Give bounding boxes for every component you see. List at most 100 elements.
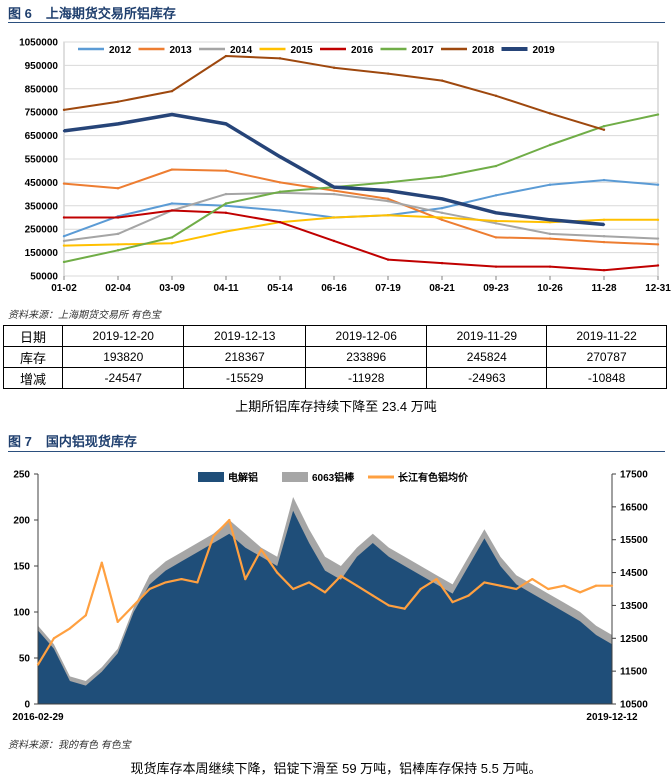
chart1-data-point [278,220,282,224]
chart1-data-point [494,164,498,168]
chart2-price-point [276,571,279,574]
figure2-title-text: 国内铝现货库存 [45,434,137,449]
table-cell: -10848 [546,367,667,389]
chart1-data-point [62,244,66,247]
chart1-data-point [224,192,228,196]
chart1-data-point [170,242,174,245]
chart1-data-point [278,209,282,212]
chart1-data-point [116,100,120,103]
chart2-right-tick-label: 15500 [620,535,648,546]
chart1-data-point [224,202,228,205]
chart2-price-point [419,587,422,591]
chart1-data-point [494,222,498,225]
chart1-data-point [602,218,606,222]
chart1-x-tick-label: 11-28 [591,283,616,294]
chart1-data-point [440,218,444,222]
table-cell: -11928 [304,367,428,389]
table-row: 增减 -24547 -15529 -11928 -24963 -10848 [3,367,667,389]
chart1-series-line-2019 [63,112,605,227]
figure2-number: 图 7 [8,434,32,449]
chart1-data-point [332,189,336,192]
table-header-label: 日期 [3,325,63,347]
figure1-rule [8,22,665,23]
chart2-price-point [387,604,390,607]
chart2-price-point [36,663,40,666]
chart2-price-point [164,581,167,584]
chart1-data-point [548,237,552,240]
table-cell: 193820 [61,346,185,368]
chart2-legend-swatch [282,472,308,482]
chart1-data-point [224,204,228,207]
chart1-data-point [440,206,444,210]
chart1-legend-label: 2019 [533,45,556,56]
chart1-data-point [602,235,606,238]
chart1-data-point [62,235,66,238]
chart1-data-point [170,202,174,205]
chart1-legend-label: 2018 [472,45,495,56]
chart2-left-tick-label: 250 [13,470,30,481]
table-cell: 270787 [546,346,667,368]
chart2-price-point [483,581,486,584]
chart2-price-point [132,604,135,607]
chart2-left-tick-label: 150 [13,562,30,573]
table-row-label: 增减 [3,367,63,389]
figure2-rule [8,451,665,452]
chart1-legend-label: 2012 [109,45,132,56]
chart2-price-point [339,574,343,577]
chart2-price-point [403,607,406,610]
chart1-data-point [656,243,660,246]
chart2-right-tick-label: 16500 [620,502,648,513]
chart1-data-point [494,236,498,239]
chart1-data-point [548,112,552,115]
table-cell: -24547 [61,367,185,389]
table-cell: 218367 [183,346,306,368]
chart1-legend-label: 2013 [170,45,193,56]
chart1-x-tick-label: 03-09 [159,283,185,294]
chart2-right-tick-label: 10500 [620,700,648,711]
chart2-price-point [260,548,263,551]
chart1-data-point [116,249,120,252]
chart1-x-tick-label: 05-14 [267,283,293,294]
chart1-data-point [62,108,66,112]
chart1-data-point [656,113,660,116]
chart1-data-point [62,129,66,133]
chart2-price-point [68,627,71,630]
chart1-data-point [224,54,228,58]
chart1-x-tick-label: 09-23 [483,283,509,294]
chart1-data-point [224,230,228,233]
chart1-data-point [332,66,336,69]
chart1-data-point [548,232,552,236]
chart1-data-point [440,79,444,82]
table-date-cell: 2019-12-13 [183,325,306,347]
chart1-data-point [170,236,174,239]
chart1-x-tick-label: 12-31 [645,283,671,294]
chart2-price-point [435,578,438,581]
chart2-caption: 现货库存本周继续下降，铝锭下滑至 59 万吨，铝棒库存保持 5.5 万吨。 [130,761,542,776]
figure2-title: 图 7 国内铝现货库存 [8,431,137,450]
chart1-data-point [170,168,174,171]
chart1-data-point [278,190,282,193]
chart2-left-tick-label: 200 [13,516,30,527]
chart2-price-point [244,578,247,581]
chart2-price-point [323,591,327,594]
chart1-data-point [332,216,336,219]
chart1-data-point [386,181,390,184]
chart1-data-point [116,216,120,219]
chart2-price-point [116,620,119,623]
chart1-data-point [440,197,444,200]
chart1-data-point [170,209,174,212]
chart1-data-point [386,197,390,200]
chart1-data-point [548,183,552,186]
chart1-data-point [440,216,444,219]
table-row-label: 库存 [3,346,63,368]
chart1-data-point [386,258,390,261]
chart2-right-tick-label: 13500 [620,601,648,612]
chart1-series-line-2017 [63,113,659,263]
chart2-right-tick-label: 14500 [620,568,648,579]
chart1-y-tick-label: 250000 [25,225,59,236]
chart1-line-chart: 50000 150000 250000 350000 450000 550000 65000… [19,38,671,295]
chart1-y-tick-label: 550000 [25,155,59,166]
chart2-price-point [451,601,454,604]
chart2-price-point [467,594,470,597]
chart1-data-point [494,265,498,268]
